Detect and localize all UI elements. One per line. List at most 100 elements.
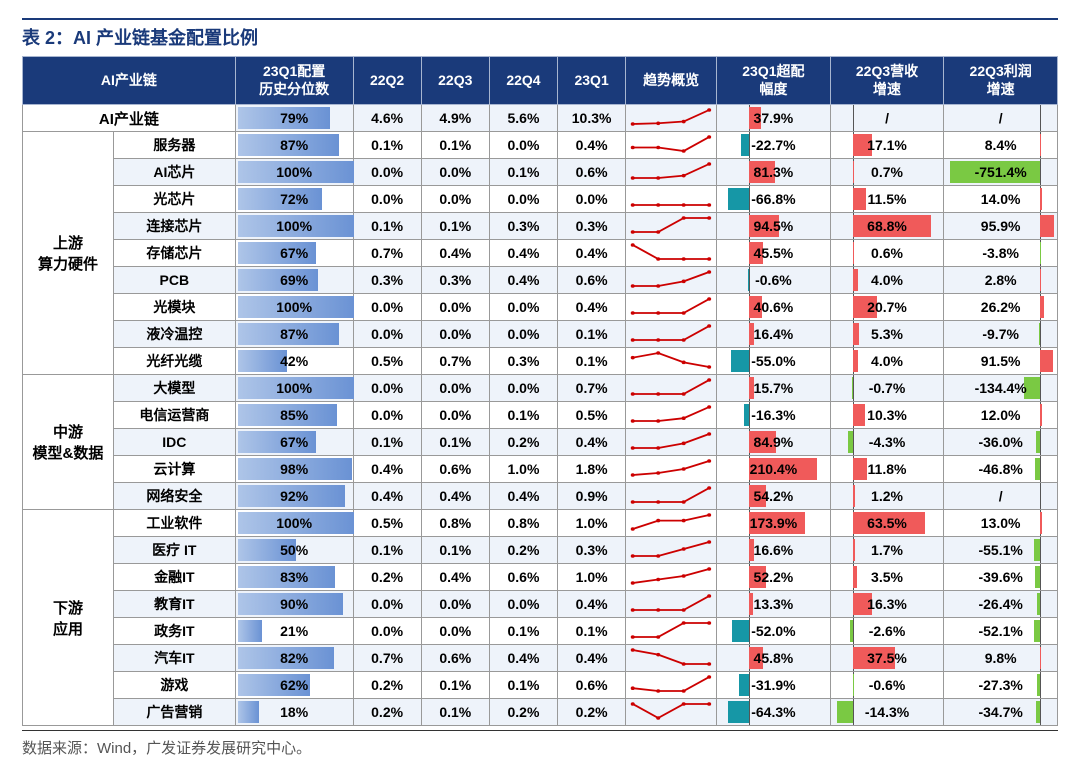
category-cell: 上游算力硬件 <box>23 132 114 375</box>
prof-cell: 8.4% <box>944 132 1058 159</box>
rev-cell: -0.7% <box>830 375 944 402</box>
quarter-cell: 0.0% <box>421 186 489 213</box>
quarter-cell: 0.7% <box>421 348 489 375</box>
quarter-cell: 0.0% <box>353 591 421 618</box>
trend-cell <box>626 672 717 699</box>
rev-cell: 4.0% <box>830 348 944 375</box>
name-cell: 汽车IT <box>113 645 235 672</box>
pct-cell: 62% <box>235 672 353 699</box>
table-row: 网络安全92%0.4%0.4%0.4%0.9%54.2%1.2%/ <box>23 483 1058 510</box>
table-row: 光芯片72%0.0%0.0%0.0%0.0%-66.8%11.5%14.0% <box>23 186 1058 213</box>
over-cell: 210.4% <box>717 456 831 483</box>
trend-cell <box>626 564 717 591</box>
quarter-cell: 0.6% <box>421 645 489 672</box>
rev-cell: 63.5% <box>830 510 944 537</box>
quarter-cell: 0.1% <box>421 132 489 159</box>
prof-cell: -26.4% <box>944 591 1058 618</box>
table-row: 下游应用工业软件100%0.5%0.8%0.8%1.0%173.9%63.5%1… <box>23 510 1058 537</box>
over-cell: 40.6% <box>717 294 831 321</box>
rev-cell: 20.7% <box>830 294 944 321</box>
quarter-cell: 0.0% <box>421 618 489 645</box>
quarter-cell: 1.8% <box>558 456 626 483</box>
quarter-cell: 0.2% <box>353 564 421 591</box>
quarter-cell: 0.7% <box>353 645 421 672</box>
table-row: 金融IT83%0.2%0.4%0.6%1.0%52.2%3.5%-39.6% <box>23 564 1058 591</box>
col-trend: 趋势概览 <box>626 57 717 105</box>
table-row: 上游算力硬件服务器87%0.1%0.1%0.0%0.4%-22.7%17.1%8… <box>23 132 1058 159</box>
table-row: AI产业链79%4.6%4.9%5.6%10.3%37.9%// <box>23 105 1058 132</box>
table-row: 电信运营商85%0.0%0.0%0.1%0.5%-16.3%10.3%12.0% <box>23 402 1058 429</box>
col-rev: 22Q3营收增速 <box>830 57 944 105</box>
table-row: 游戏62%0.2%0.1%0.1%0.6%-31.9%-0.6%-27.3% <box>23 672 1058 699</box>
col-q22q3: 22Q3 <box>421 57 489 105</box>
pct-cell: 79% <box>235 105 353 132</box>
quarter-cell: 0.0% <box>353 294 421 321</box>
quarter-cell: 0.1% <box>489 402 557 429</box>
over-cell: 173.9% <box>717 510 831 537</box>
prof-cell: -46.8% <box>944 456 1058 483</box>
prof-cell: -27.3% <box>944 672 1058 699</box>
rev-cell: 3.5% <box>830 564 944 591</box>
quarter-cell: 0.7% <box>558 375 626 402</box>
prof-cell: 12.0% <box>944 402 1058 429</box>
prof-cell: -39.6% <box>944 564 1058 591</box>
quarter-cell: 0.1% <box>558 348 626 375</box>
over-cell: -64.3% <box>717 699 831 726</box>
rev-cell: -2.6% <box>830 618 944 645</box>
quarter-cell: 0.1% <box>353 429 421 456</box>
trend-cell <box>626 618 717 645</box>
name-cell: 存储芯片 <box>113 240 235 267</box>
table-row: 教育IT90%0.0%0.0%0.0%0.4%13.3%16.3%-26.4% <box>23 591 1058 618</box>
over-cell: 13.3% <box>717 591 831 618</box>
over-cell: 16.6% <box>717 537 831 564</box>
quarter-cell: 0.2% <box>558 699 626 726</box>
col-q22q2: 22Q2 <box>353 57 421 105</box>
quarter-cell: 0.4% <box>489 240 557 267</box>
name-cell: 光纤光缆 <box>113 348 235 375</box>
prof-cell: 14.0% <box>944 186 1058 213</box>
name-cell: 医疗 IT <box>113 537 235 564</box>
quarter-cell: 0.0% <box>353 159 421 186</box>
over-cell: -0.6% <box>717 267 831 294</box>
quarter-cell: 0.9% <box>558 483 626 510</box>
table-row: 汽车IT82%0.7%0.6%0.4%0.4%45.8%37.5%9.8% <box>23 645 1058 672</box>
col-pct: 23Q1配置历史分位数 <box>235 57 353 105</box>
quarter-cell: 0.1% <box>421 537 489 564</box>
quarter-cell: 0.1% <box>421 429 489 456</box>
prof-cell: -751.4% <box>944 159 1058 186</box>
quarter-cell: 0.8% <box>489 510 557 537</box>
quarter-cell: 0.4% <box>353 483 421 510</box>
trend-cell <box>626 429 717 456</box>
pct-cell: 100% <box>235 375 353 402</box>
table-header: AI产业链23Q1配置历史分位数22Q222Q322Q423Q1趋势概览23Q1… <box>23 57 1058 105</box>
quarter-cell: 0.0% <box>489 321 557 348</box>
trend-cell <box>626 240 717 267</box>
table-row: 连接芯片100%0.1%0.1%0.3%0.3%94.5%68.8%95.9% <box>23 213 1058 240</box>
quarter-cell: 0.4% <box>558 429 626 456</box>
over-cell: 84.9% <box>717 429 831 456</box>
col-over: 23Q1超配幅度 <box>717 57 831 105</box>
trend-cell <box>626 159 717 186</box>
quarter-cell: 0.0% <box>421 321 489 348</box>
rev-cell: 1.7% <box>830 537 944 564</box>
quarter-cell: 0.0% <box>421 591 489 618</box>
quarter-cell: 4.9% <box>421 105 489 132</box>
quarter-cell: 0.1% <box>489 672 557 699</box>
name-cell: 服务器 <box>113 132 235 159</box>
table-row: 广告营销18%0.2%0.1%0.2%0.2%-64.3%-14.3%-34.7… <box>23 699 1058 726</box>
quarter-cell: 0.4% <box>421 483 489 510</box>
prof-cell: 91.5% <box>944 348 1058 375</box>
prof-cell: / <box>944 483 1058 510</box>
quarter-cell: 0.4% <box>421 564 489 591</box>
quarter-cell: 0.0% <box>489 375 557 402</box>
pct-cell: 100% <box>235 213 353 240</box>
quarter-cell: 0.0% <box>421 402 489 429</box>
col-cat: AI产业链 <box>23 57 236 105</box>
pct-cell: 72% <box>235 186 353 213</box>
quarter-cell: 0.3% <box>489 348 557 375</box>
pct-cell: 100% <box>235 159 353 186</box>
name-cell: 金融IT <box>113 564 235 591</box>
quarter-cell: 0.3% <box>489 213 557 240</box>
pct-cell: 87% <box>235 132 353 159</box>
quarter-cell: 0.6% <box>421 456 489 483</box>
